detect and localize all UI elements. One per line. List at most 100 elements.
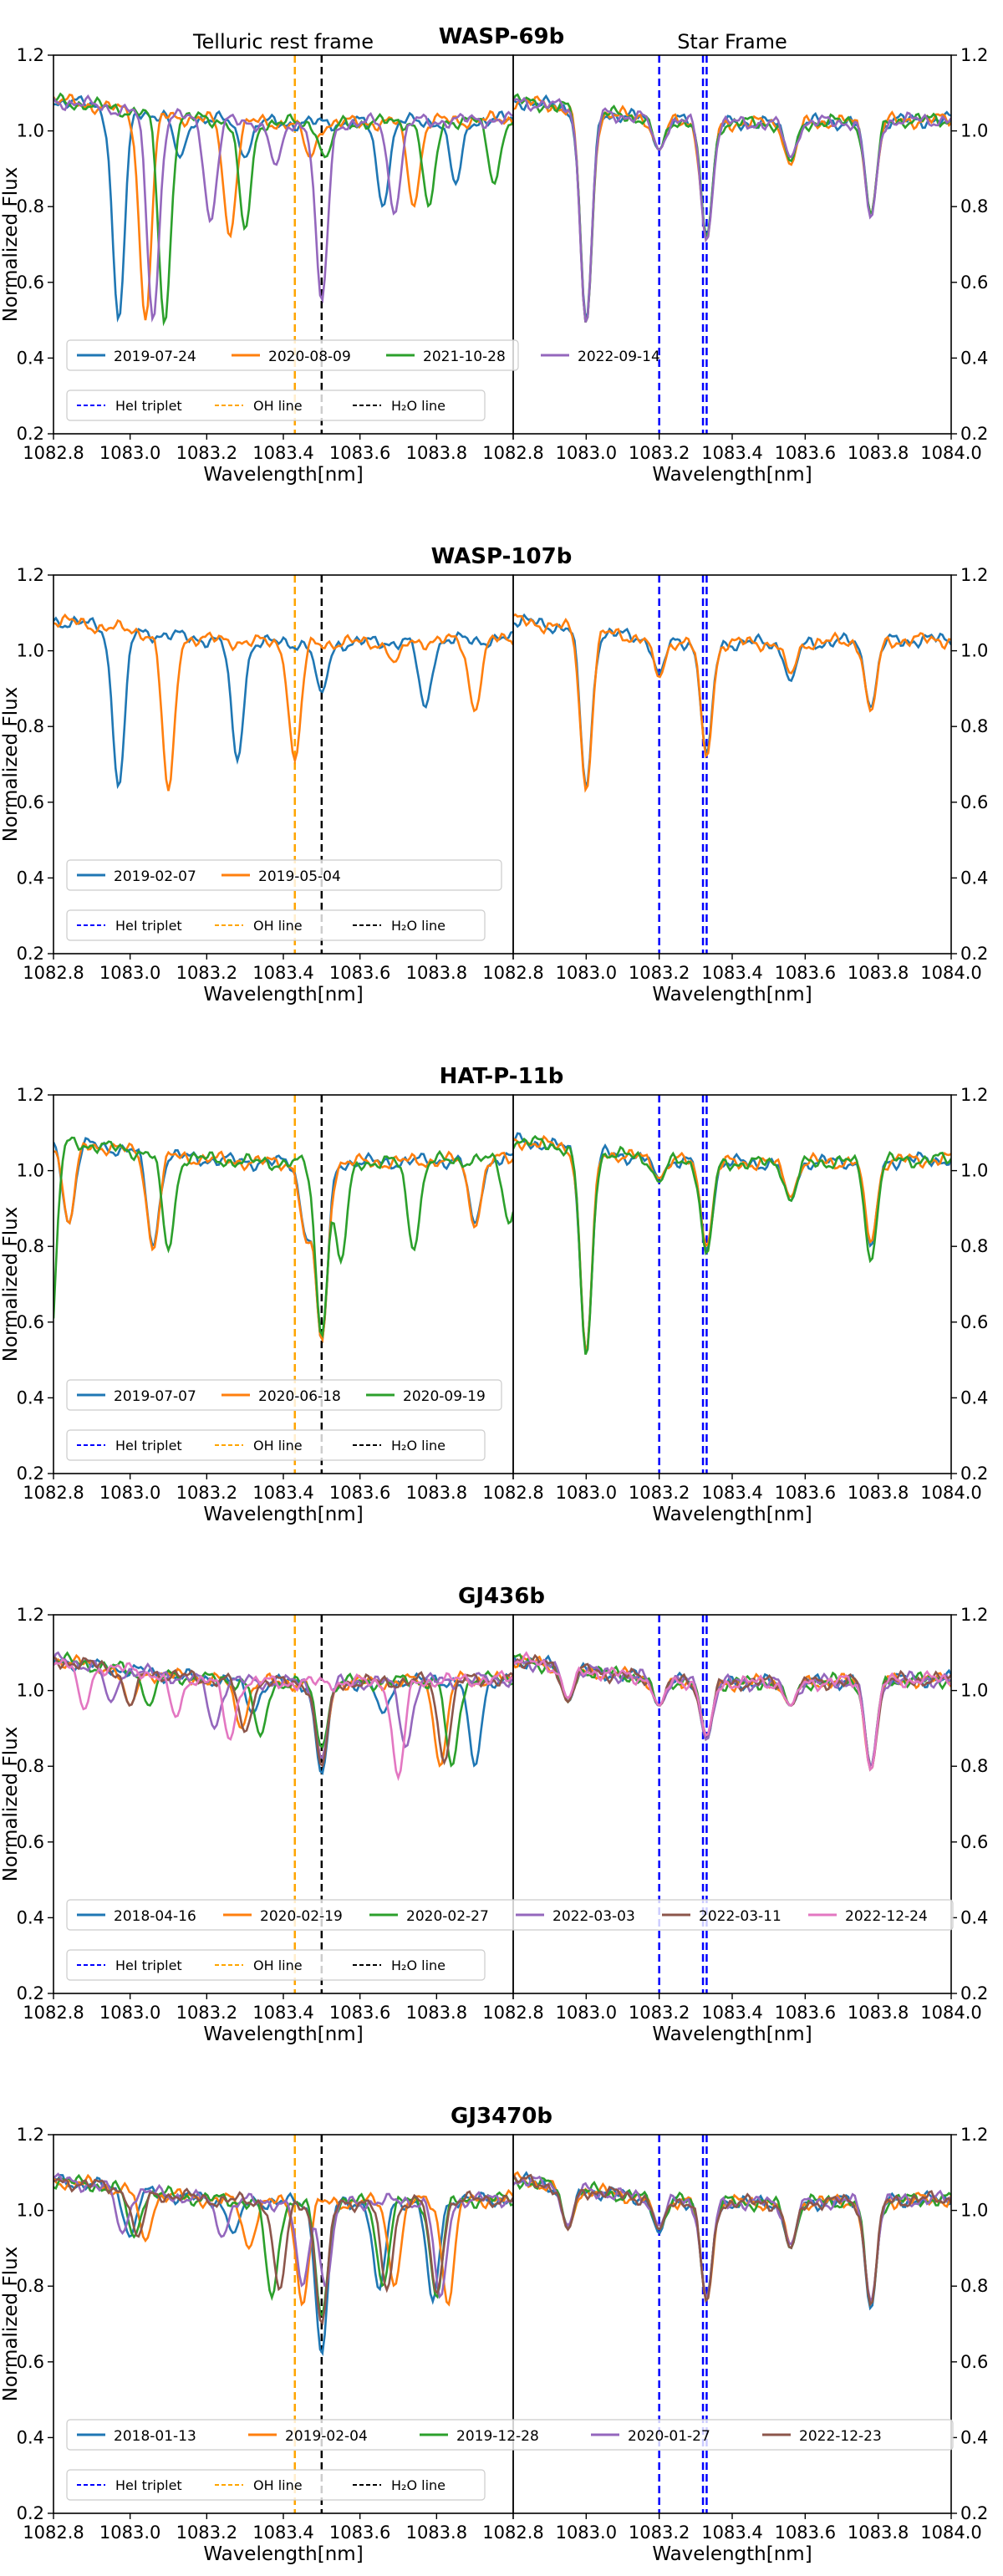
y-tick-label-left: 0.4 [17,1387,44,1408]
y-tick-label-right: 0.6 [960,1832,988,1852]
x-tick-label-star: 1082.8 [482,2523,543,2543]
series-legend-box [66,1899,954,1931]
x-axis-label-telluric: Wavelength[nm] [203,464,363,486]
marker-legend-label-hei: HeI triplet [115,1957,182,1973]
y-tick-label-right: 0.4 [960,1387,988,1408]
chart-panel-0: WASP-69b Telluric rest frame Star Frame 0.2… [0,24,988,486]
x-tick-label-telluric: 1083.8 [406,2523,467,2543]
y-tick-label-right: 0.4 [960,2427,988,2447]
x-tick-label-star: 1083.8 [848,963,909,983]
axes-frame-star [512,1094,952,1474]
marker-legend-label-hei: HeI triplet [115,918,182,934]
axes-frame-telluric [53,1094,514,1474]
x-tick-label-telluric: 1083.6 [329,1483,390,1503]
x-tick-label-star: 1082.8 [482,963,543,983]
y-tick-label-right: 0.6 [960,792,988,812]
x-tick-label-star: 1083.4 [701,2523,762,2543]
x-tick-label-star: 1083.8 [848,1483,909,1503]
series-line-telluric-1 [53,1142,513,1343]
y-tick-label-left: 0.2 [17,424,44,444]
legend-label-0: 2019-07-24 [114,349,196,365]
marker-legend-label-h2o: H₂O line [391,2477,445,2493]
chart-title: WASP-107b [431,544,573,569]
marker-legend-label-oh: OH line [253,2477,303,2493]
legend-label-1: 2019-02-04 [285,2428,368,2445]
y-tick-label-right: 0.6 [960,2352,988,2372]
x-tick-label-telluric: 1082.8 [23,963,84,983]
marker-legend-box [66,909,486,941]
x-tick-label-star: 1083.6 [775,1483,836,1503]
marker-legend-box [66,389,486,421]
y-tick-label-left: 1.0 [17,2201,44,2221]
series-line-telluric-3 [53,94,513,323]
y-tick-label-right: 0.4 [960,868,988,888]
y-axis-label: Normalized Flux [0,687,22,843]
axes-frame-telluric [53,2134,514,2514]
x-tick-label-star: 1083.0 [556,2523,617,2543]
y-tick-label-left: 0.2 [17,2503,44,2523]
y-tick-label-left: 0.8 [17,1756,44,1776]
y-tick-label-left: 0.2 [17,944,44,964]
series-line-telluric-2 [53,2173,513,2319]
y-tick-label-right: 0.4 [960,348,988,368]
column-title-telluric: Telluric rest frame [192,30,374,53]
marker-legend-label-h2o: H₂O line [391,918,445,934]
x-axis-label-star: Wavelength[nm] [652,1504,812,1525]
x-tick-label-star: 1083.8 [848,2523,909,2543]
y-tick-label-right: 0.4 [960,1907,988,1927]
legend-label-0: 2018-04-16 [114,1908,196,1925]
x-tick-label-star: 1083.6 [775,2003,836,2023]
y-tick-label-left: 0.6 [17,272,44,293]
series-line-telluric-1 [53,2173,513,2307]
y-tick-label-right: 0.6 [960,1312,988,1332]
legend-label-3: 2020-01-27 [628,2428,710,2445]
x-tick-label-telluric: 1083.6 [329,2003,390,2023]
x-tick-label-star: 1082.8 [482,1483,543,1503]
legend-label-1: 2019-05-04 [258,868,341,885]
x-tick-label-telluric: 1083.6 [329,963,390,983]
x-tick-label-telluric: 1083.0 [99,443,160,463]
x-tick-label-telluric: 1083.8 [406,443,467,463]
legend-label-0: 2019-07-07 [114,1388,196,1405]
marker-legend-label-hei: HeI triplet [115,398,182,414]
series-line-star-4 [513,2173,951,2307]
legend-label-0: 2018-01-13 [114,2428,196,2445]
legend-label-3: 2022-09-14 [578,349,660,365]
y-tick-label-left: 0.6 [17,792,44,812]
chart-panel-3: GJ436b 0.2 0.2 0.4 0.4 0.6 0.6 0.8 0.8 1.0 1.0 1.2 1… [0,1584,988,2045]
legend-label-4: 2022-12-23 [799,2428,882,2445]
y-tick-label-left: 1.2 [17,565,44,585]
x-tick-label-star: 1083.2 [629,443,690,463]
x-tick-label-telluric: 1083.2 [176,1483,237,1503]
y-tick-label-left: 1.0 [17,121,44,141]
x-tick-label-telluric: 1083.6 [329,2523,390,2543]
x-tick-label-telluric: 1082.8 [23,443,84,463]
series-legend-box [66,339,519,371]
marker-legend-label-oh: OH line [253,918,303,934]
series-line-telluric-2 [53,1136,513,1339]
y-tick-label-left: 1.0 [17,1161,44,1181]
x-tick-label-star: 1083.6 [775,2523,836,2543]
x-tick-label-star: 1083.6 [775,963,836,983]
series-line-star-5 [513,1651,951,1772]
y-tick-label-right: 0.8 [960,716,988,736]
y-axis-label: Normalized Flux [0,1727,22,1882]
x-tick-label-telluric: 1083.0 [99,2523,160,2543]
marker-legend-label-oh: OH line [253,1438,303,1453]
x-tick-label-star: 1084.0 [920,963,981,983]
x-tick-label-star: 1083.2 [629,1483,690,1503]
y-tick-label-right: 0.8 [960,196,988,216]
x-tick-label-telluric: 1083.0 [99,1483,160,1503]
marker-legend-label-h2o: H₂O line [391,1438,445,1453]
legend-label-4: 2022-03-11 [699,1908,782,1925]
marker-legend-box [66,1429,486,1461]
series-line-telluric-2 [53,92,513,327]
x-tick-label-star: 1083.0 [556,2003,617,2023]
y-tick-label-right: 0.8 [960,2276,988,2296]
x-tick-label-telluric: 1083.2 [176,963,237,983]
x-tick-label-star: 1083.4 [701,443,762,463]
y-tick-label-right: 0.6 [960,272,988,293]
x-tick-label-telluric: 1082.8 [23,1483,84,1503]
y-tick-label-left: 0.8 [17,196,44,216]
